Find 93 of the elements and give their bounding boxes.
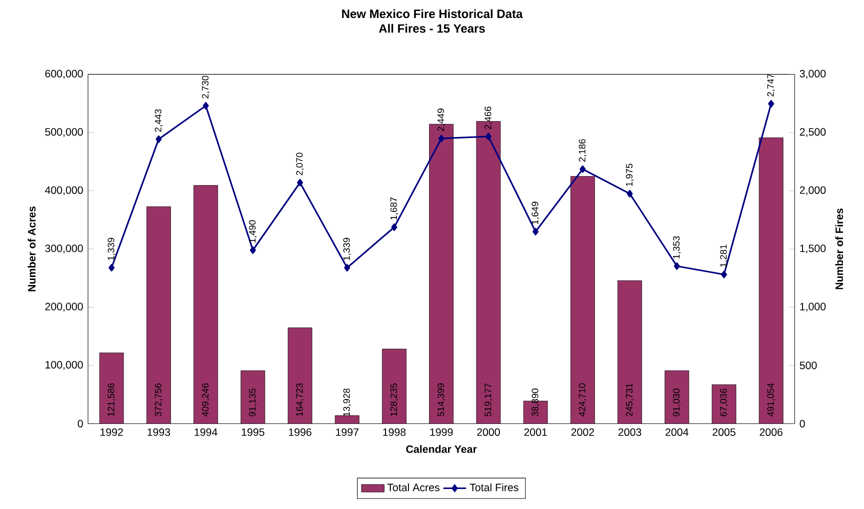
bar — [146, 206, 171, 424]
data-label: 1,975 — [626, 164, 634, 186]
chart-subtitle: All Fires - 15 Years — [378, 24, 485, 33]
x-tick-label: 1997 — [336, 428, 358, 436]
data-label: 1,687 — [390, 197, 398, 220]
data-label: 1,339 — [343, 238, 351, 260]
data-label: 2,747 — [767, 74, 775, 96]
point — [580, 165, 586, 173]
data-label: 1,281 — [720, 244, 728, 267]
y-tick-label: 400,000 — [44, 186, 83, 196]
data-label: 91,030 — [673, 388, 681, 416]
data-label: 164,723 — [296, 383, 304, 416]
y2-tick-label: 2,500 — [800, 128, 826, 137]
x-tick-label: 2004 — [666, 428, 688, 436]
y2-tick-label: 0 — [800, 420, 805, 428]
y-tick-label: 0 — [78, 420, 83, 428]
data-label: 91,135 — [249, 388, 257, 416]
data-label: 128,235 — [390, 383, 398, 416]
data-label: 424,710 — [578, 383, 587, 417]
data-label: 1,353 — [673, 236, 681, 258]
point — [156, 135, 162, 143]
bar — [194, 185, 218, 424]
bar — [99, 352, 124, 424]
data-label: 2,443 — [154, 109, 163, 132]
x-tick-label: 2000 — [477, 428, 500, 436]
bar — [664, 370, 690, 424]
point — [674, 262, 680, 270]
y2-tick-label: 2,000 — [800, 186, 826, 196]
y-tick-label: 500,000 — [45, 128, 83, 137]
x-tick-label: 1993 — [148, 428, 170, 436]
data-label: 1,649 — [532, 202, 540, 224]
x-tick-label: 2001 — [524, 428, 547, 436]
data-label: 13,928 — [343, 388, 351, 416]
x-tick-label: 1992 — [100, 428, 123, 436]
data-label: 1,490 — [249, 220, 257, 243]
data-label: 409,246 — [202, 383, 210, 417]
x-tick-label: 1998 — [383, 428, 406, 436]
x-tick-label: 1995 — [242, 428, 264, 436]
data-label: 67,036 — [720, 388, 728, 416]
data-label: 245,731 — [626, 383, 634, 416]
x-tick-label: 2006 — [760, 428, 782, 436]
x-tick-label: 1996 — [288, 428, 312, 436]
bar — [288, 328, 312, 424]
legend-label: Total Acres — [387, 483, 440, 492]
point — [768, 100, 774, 108]
point — [108, 264, 115, 272]
point — [626, 190, 633, 198]
y-tick-label: 600,000 — [45, 70, 83, 79]
data-label: 2,186 — [578, 139, 587, 162]
point — [202, 102, 209, 110]
y2-tick-label: 1,000 — [800, 302, 826, 312]
y-axis-title: Number of Acres — [28, 206, 36, 292]
data-label: 2,730 — [202, 76, 210, 98]
x-tick-label: 2005 — [712, 428, 736, 436]
data-label: 2,449 — [437, 108, 446, 132]
point — [721, 270, 727, 278]
point — [391, 223, 398, 231]
y-tick-label: 200,000 — [45, 302, 83, 312]
data-label: 38,890 — [532, 388, 540, 416]
bar — [758, 138, 784, 424]
point — [438, 134, 444, 142]
bar — [712, 384, 736, 424]
data-label: 121,586 — [108, 383, 116, 416]
bar — [240, 370, 266, 424]
data-label: 2,466 — [484, 106, 492, 130]
y2-tick-label: 500 — [800, 362, 817, 370]
data-label: 1,339 — [108, 238, 116, 260]
point — [485, 132, 492, 140]
x-tick-label: 1994 — [194, 428, 218, 436]
point — [532, 228, 539, 236]
data-label: 2,070 — [296, 152, 304, 176]
data-label: 491,054 — [767, 383, 775, 417]
x-tick-label: 2003 — [618, 428, 642, 436]
y2-tick-label: 1,500 — [800, 244, 826, 254]
bar — [618, 280, 642, 424]
legend-label: Total Fires — [470, 483, 518, 492]
bar — [570, 176, 595, 424]
point — [250, 246, 256, 254]
y2-tick-label: 3,000 — [800, 70, 826, 79]
y2-axis-title: Number of Fires — [835, 208, 844, 290]
y-tick-label: 300,000 — [45, 244, 83, 254]
data-label: 519,177 — [484, 383, 492, 416]
x-axis-title: Calendar Year — [406, 445, 477, 453]
data-label: 372,756 — [154, 383, 163, 416]
x-tick-label: 2002 — [571, 428, 594, 436]
y-tick-label: 100,000 — [46, 361, 83, 370]
point — [297, 178, 304, 186]
chart-title: New Mexico Fire Historical Data — [342, 9, 523, 18]
bar — [334, 415, 360, 424]
bar — [382, 348, 406, 424]
x-tick-label: 1999 — [430, 428, 453, 436]
point — [344, 264, 350, 272]
data-label: 514,399 — [437, 383, 446, 416]
